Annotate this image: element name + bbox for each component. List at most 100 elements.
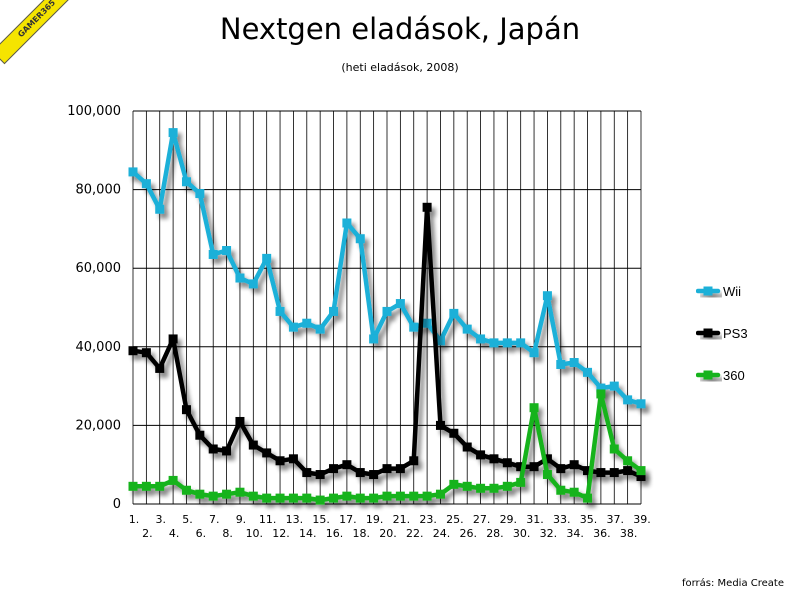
data-point (222, 489, 232, 499)
data-point (222, 246, 232, 256)
x-tick-label: 38. (620, 527, 638, 540)
x-tick-label: 31. (526, 513, 544, 526)
x-tick-label: 4. (169, 527, 180, 540)
data-point (275, 456, 285, 466)
data-point (302, 468, 312, 478)
data-point (623, 395, 633, 405)
data-point (596, 389, 606, 399)
x-tick-label: 19. (366, 513, 384, 526)
x-tick-label: 34. (566, 527, 584, 540)
x-tick-label: 14. (299, 527, 317, 540)
x-tick-label: 8. (222, 527, 233, 540)
x-tick-label: 26. (459, 527, 477, 540)
data-point (435, 489, 445, 499)
data-point (181, 405, 191, 415)
data-point (168, 128, 178, 138)
data-point (583, 367, 593, 377)
x-tick-label: 6. (196, 527, 207, 540)
data-point (409, 322, 419, 332)
data-point (302, 318, 312, 328)
x-tick-label: 32. (540, 527, 558, 540)
x-tick-label: 9. (236, 513, 247, 526)
series-360 (128, 389, 646, 505)
data-point (502, 481, 512, 491)
data-point (449, 428, 459, 438)
data-point (329, 306, 339, 316)
data-point (609, 381, 619, 391)
data-point (462, 481, 472, 491)
data-point (355, 493, 365, 503)
data-point (275, 493, 285, 503)
data-point (315, 324, 325, 334)
data-point (195, 430, 205, 440)
data-point (342, 218, 352, 228)
data-point (529, 403, 539, 413)
data-point (235, 487, 245, 497)
data-point (288, 322, 298, 332)
data-point (355, 468, 365, 478)
data-point (502, 338, 512, 348)
y-tick-label: 60,000 (76, 261, 122, 276)
legend-item (695, 370, 721, 380)
legend-item (695, 328, 721, 338)
x-tick-label: 2. (142, 527, 153, 540)
data-point (128, 346, 138, 356)
x-tick-label: 36. (593, 527, 611, 540)
data-point (141, 481, 151, 491)
y-tick-label: 20,000 (76, 418, 122, 433)
x-tick-label: 23. (419, 513, 437, 526)
x-tick-label: 33. (553, 513, 571, 526)
data-point (235, 416, 245, 426)
data-point (155, 204, 165, 214)
data-point (155, 481, 165, 491)
data-point (435, 336, 445, 346)
data-point (288, 454, 298, 464)
x-tick-label: 22. (406, 527, 424, 540)
x-tick-label: 28. (486, 527, 504, 540)
data-point (262, 448, 272, 458)
x-tick-label: 15. (312, 513, 330, 526)
data-point (569, 487, 579, 497)
data-point (596, 383, 606, 393)
series-group (128, 128, 646, 505)
data-point (569, 460, 579, 470)
data-point (329, 493, 339, 503)
data-point (462, 442, 472, 452)
data-point (542, 470, 552, 480)
data-point (435, 420, 445, 430)
data-point (208, 491, 218, 501)
data-point (636, 471, 646, 481)
x-tick-label: 21. (393, 513, 411, 526)
data-point (449, 479, 459, 489)
data-point (382, 306, 392, 316)
data-point (623, 466, 633, 476)
data-point (208, 249, 218, 259)
data-point (248, 279, 258, 289)
data-point (583, 466, 593, 476)
x-tick-label: 20. (379, 527, 397, 540)
x-tick-label: 17. (339, 513, 357, 526)
y-tick-label: 0 (113, 497, 121, 512)
data-point (155, 363, 165, 373)
data-point (382, 491, 392, 501)
source-note: forrás: Media Create (681, 578, 784, 589)
legend-swatch-marker (703, 328, 713, 338)
data-point (141, 179, 151, 189)
data-point (395, 299, 405, 309)
data-point (542, 291, 552, 301)
data-point (516, 338, 526, 348)
y-tick-label: 80,000 (76, 183, 122, 198)
data-point (248, 491, 258, 501)
series-wii (128, 128, 646, 409)
y-axis: 0 20,000 40,000 60,000 80,000 100,000 (67, 104, 121, 512)
data-point (141, 348, 151, 358)
data-point (275, 306, 285, 316)
data-point (168, 475, 178, 485)
data-point (222, 446, 232, 456)
data-point (315, 470, 325, 480)
data-point (489, 454, 499, 464)
data-point (369, 470, 379, 480)
data-point (195, 189, 205, 199)
data-point (476, 334, 486, 344)
